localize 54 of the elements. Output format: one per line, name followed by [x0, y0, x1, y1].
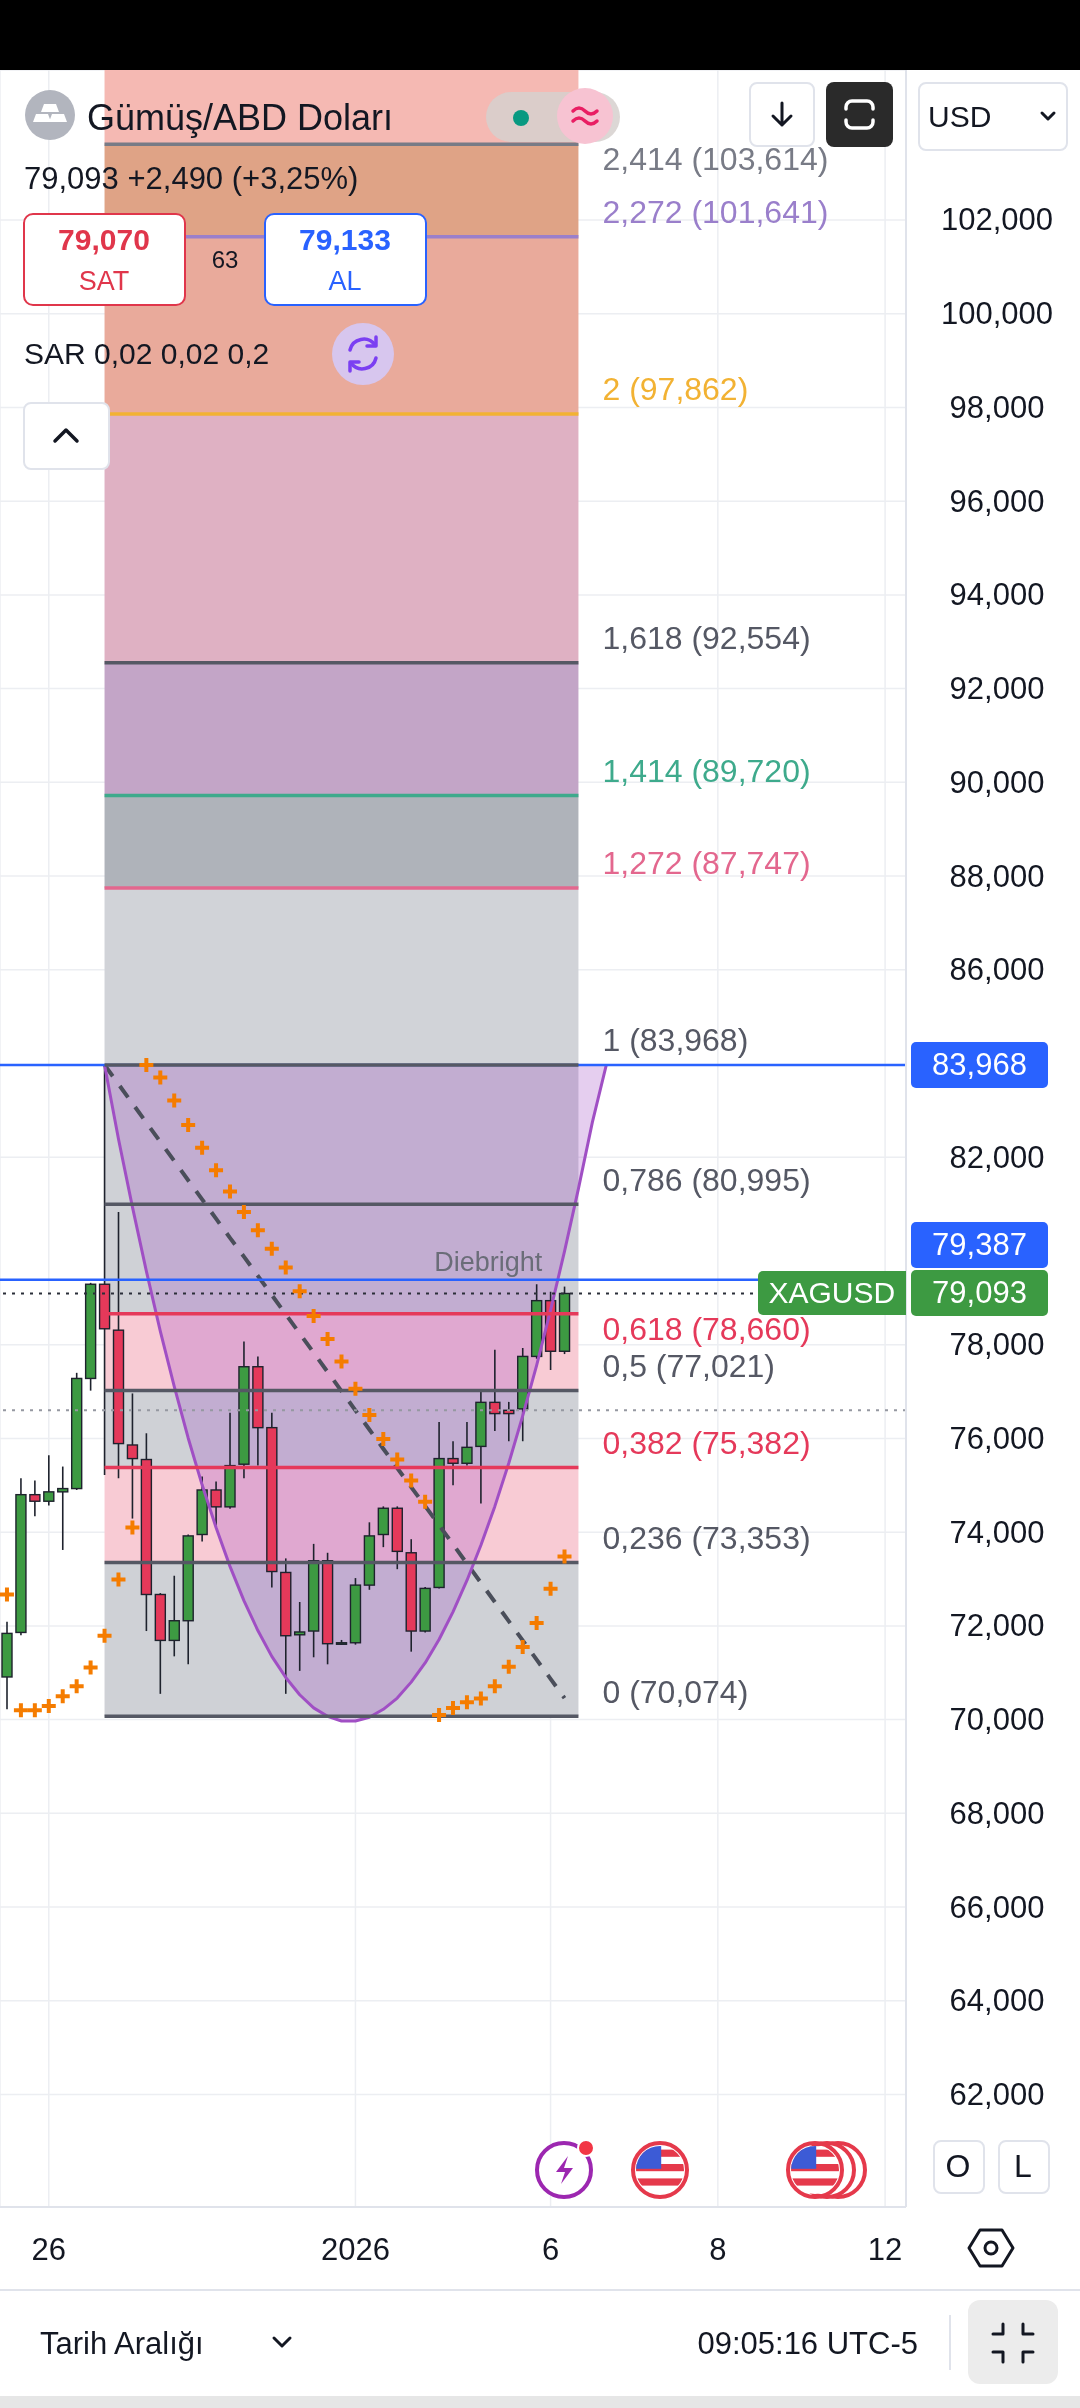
annotation: SAT [78, 265, 130, 297]
y-tick-label: 66,000 [949, 1889, 1045, 1925]
y-tick-label: 78,000 [949, 1327, 1045, 1363]
ref-line-label: 0 (70,074) [602, 1672, 749, 1711]
ref-line-label: 2 (97,862) [602, 370, 749, 409]
text: USD [928, 99, 992, 135]
y-tick-label: 98,000 [949, 389, 1045, 425]
y-tick-label: 76,000 [949, 1420, 1045, 1456]
ref-line-label: 2,414 (103,614) [602, 140, 829, 179]
x-tick-label: 26 [31, 2231, 67, 2267]
y-tick-label: 96,000 [949, 483, 1045, 519]
text: Tarih Aralığı [40, 2324, 204, 2362]
ref-line-label: 0,786 (80,995) [602, 1160, 811, 1199]
y-tick-label: 88,000 [949, 858, 1045, 894]
y-tick-label: 94,000 [949, 577, 1045, 613]
x-tick-label: 6 [541, 2231, 560, 2267]
y-tick-label: 70,000 [949, 1702, 1045, 1738]
annotation: SAR 0,02 0,02 0,2 [24, 336, 270, 372]
annotation: AL [328, 265, 362, 297]
price-badge: 83,968 [911, 1042, 1048, 1088]
ref-line-label: 1,272 (87,747) [602, 844, 811, 883]
ref-line-label: 1,618 (92,554) [602, 619, 811, 657]
text: L [1014, 2147, 1032, 2185]
annotation: Diebright [434, 1245, 543, 1278]
y-tick-label: 82,000 [949, 1139, 1045, 1175]
y-tick-label: 68,000 [949, 1795, 1045, 1831]
annotation: 79,070 [58, 222, 150, 258]
text: O [945, 2147, 971, 2185]
ref-line-label: 1,414 (89,720) [602, 751, 811, 790]
y-tick-label: 100,000 [940, 296, 1054, 332]
symbol-tag: XAGUSD [757, 1271, 906, 1316]
y-tick-label: 62,000 [949, 2077, 1045, 2113]
ref-line-label: 1 (83,968) [602, 1021, 749, 1060]
text: Gümüş/ABD Doları [87, 95, 394, 139]
x-tick-label: 12 [867, 2231, 903, 2267]
y-tick-label: 64,000 [949, 1983, 1045, 2019]
y-tick-label: 74,000 [949, 1514, 1045, 1550]
y-tick-label: 90,000 [949, 764, 1045, 800]
price-badge: 79,387 [911, 1222, 1048, 1269]
ref-line-label: 0,236 (73,353) [602, 1518, 811, 1557]
x-tick-label: 8 [709, 2231, 727, 2267]
price-badge: 79,093 [911, 1270, 1048, 1317]
text: 79,093 +2,490 (+3,25%) [24, 159, 359, 197]
y-tick-label: 86,000 [949, 952, 1045, 988]
y-tick-label: 92,000 [949, 671, 1045, 707]
ref-line-label: 2,272 (101,641) [602, 193, 829, 232]
text: 09:05:16 UTC-5 [697, 2324, 918, 2362]
x-tick-label: 2026 [320, 2231, 390, 2267]
y-tick-label: 72,000 [949, 1608, 1045, 1644]
y-tick-label: 102,000 [940, 202, 1054, 238]
ref-line-label: 0,5 (77,021) [602, 1347, 775, 1385]
annotation: 63 [211, 244, 239, 274]
annotation: 79,133 [299, 222, 391, 258]
ref-line-label: 0,382 (75,382) [602, 1423, 811, 1462]
